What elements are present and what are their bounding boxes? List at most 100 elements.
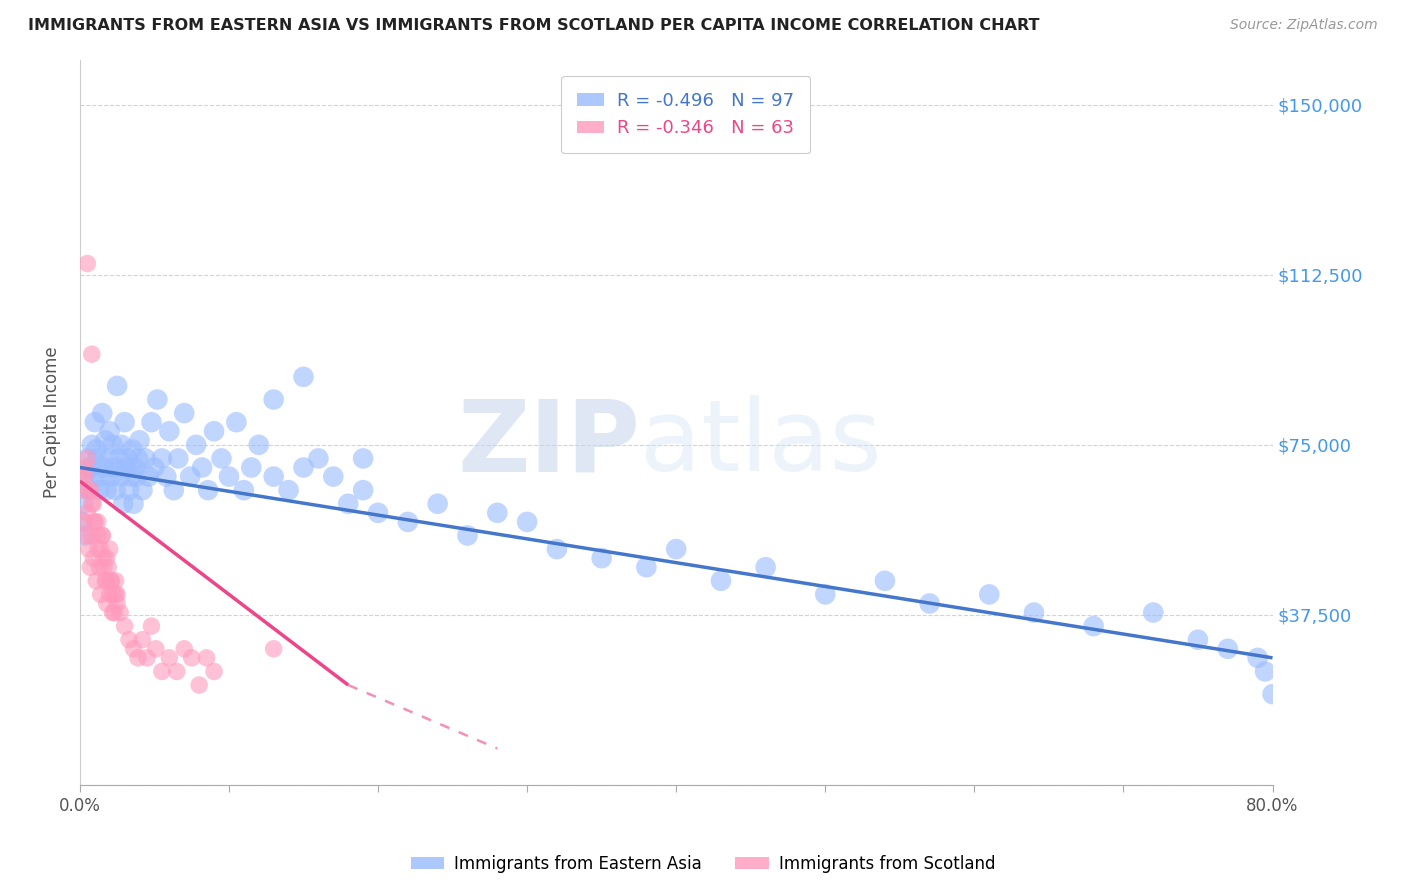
Point (180, 651, 202, 665)
Point (1083, 619, 1105, 633)
Legend: Immigrants from Eastern Asia, Immigrants from Scotland: Immigrants from Eastern Asia, Immigrants… (404, 848, 1002, 880)
Point (155, 469, 177, 483)
Point (873, 574, 896, 588)
Point (98, 424, 121, 438)
Point (96, 551, 118, 566)
Point (122, 641, 145, 656)
Point (138, 469, 160, 483)
Text: ZIP: ZIP (457, 395, 640, 492)
Point (73, 515, 96, 529)
Point (173, 641, 195, 656)
Point (97, 451, 120, 466)
Point (167, 451, 190, 466)
Point (103, 606, 125, 620)
Point (98, 587, 121, 601)
Point (114, 619, 136, 633)
Point (107, 451, 129, 466)
Point (103, 460, 125, 475)
Point (104, 587, 127, 601)
Point (247, 438, 270, 452)
Point (141, 415, 163, 429)
Point (179, 469, 201, 483)
Point (89, 560, 111, 574)
Point (143, 460, 166, 475)
Point (101, 587, 124, 601)
Point (94, 434, 117, 448)
Point (755, 560, 778, 574)
Point (80, 497, 103, 511)
Text: IMMIGRANTS FROM EASTERN ASIA VS IMMIGRANTS FROM SCOTLAND PER CAPITA INCOME CORRE: IMMIGRANTS FROM EASTERN ASIA VS IMMIGRAN… (28, 18, 1039, 33)
Point (104, 483, 127, 498)
Point (105, 587, 128, 601)
Point (136, 651, 159, 665)
Point (70, 483, 93, 498)
Point (197, 483, 219, 498)
Point (83, 415, 105, 429)
Point (1261, 687, 1284, 701)
Point (202, 424, 225, 438)
Point (82, 469, 104, 483)
Point (120, 469, 142, 483)
Point (101, 438, 124, 452)
Point (100, 574, 122, 588)
Legend: R = -0.496   N = 97, R = -0.346   N = 63: R = -0.496 N = 97, R = -0.346 N = 63 (561, 76, 810, 153)
Point (114, 415, 136, 429)
Point (100, 469, 122, 483)
Point (124, 460, 146, 475)
Point (277, 483, 299, 498)
Point (211, 451, 233, 466)
Point (150, 665, 173, 679)
Point (87, 451, 110, 466)
Point (75, 460, 97, 475)
Point (307, 451, 329, 466)
Point (546, 542, 568, 557)
Point (101, 606, 124, 620)
Point (232, 483, 254, 498)
Point (108, 469, 131, 483)
Point (118, 632, 141, 647)
Point (87, 528, 110, 542)
Point (122, 497, 145, 511)
Point (131, 483, 153, 498)
Point (93, 560, 115, 574)
Point (79, 483, 101, 498)
Point (1022, 606, 1045, 620)
Point (89, 483, 111, 498)
Point (105, 597, 128, 611)
Point (90, 542, 112, 557)
Point (710, 574, 733, 588)
Point (80, 438, 103, 452)
Point (76, 451, 98, 466)
Point (173, 406, 195, 420)
Point (94, 574, 117, 588)
Point (90, 587, 112, 601)
Point (80, 347, 103, 361)
Point (166, 665, 188, 679)
Point (70, 515, 93, 529)
Point (426, 497, 449, 511)
Point (100, 574, 122, 588)
Point (82, 551, 104, 566)
Point (263, 392, 285, 407)
Point (516, 515, 538, 529)
Point (141, 619, 163, 633)
Point (1142, 606, 1164, 620)
Point (75, 528, 97, 542)
Point (591, 551, 613, 566)
Point (91, 406, 114, 420)
Point (367, 506, 389, 520)
Point (73, 469, 96, 483)
Point (131, 632, 153, 647)
Point (128, 434, 150, 448)
Point (118, 483, 141, 498)
Point (76, 506, 98, 520)
Point (188, 678, 211, 692)
Point (91, 528, 114, 542)
Point (814, 587, 837, 601)
Point (79, 560, 101, 574)
Point (195, 651, 218, 665)
Point (352, 451, 374, 466)
Point (117, 451, 139, 466)
Point (108, 606, 131, 620)
Point (84, 574, 107, 588)
